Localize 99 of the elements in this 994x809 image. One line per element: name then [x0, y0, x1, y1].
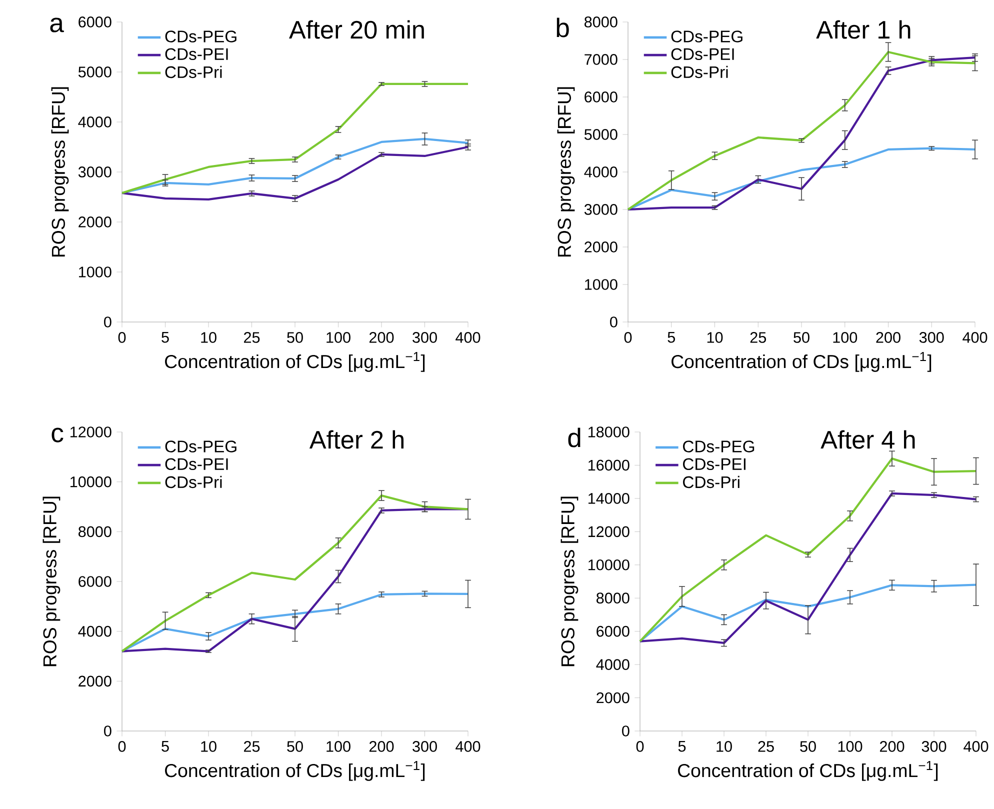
x-tick-label: 200: [880, 741, 904, 752]
x-tick-label: 5: [162, 332, 169, 343]
y-axis-title: ROS progress [RFU]: [557, 87, 575, 257]
y-tick-label: 6000: [596, 626, 630, 637]
x-tick-label: 200: [369, 741, 394, 752]
x-tick-label: 0: [636, 741, 644, 752]
y-tick-label: 8000: [78, 526, 112, 538]
x-tick-label: 25: [244, 741, 260, 752]
x-tick-label: 10: [716, 741, 732, 752]
y-tick-label: 0: [104, 726, 112, 736]
line-series: [120, 146, 470, 201]
x-tick-label: 100: [326, 741, 350, 752]
x-tick-label: 0: [118, 741, 126, 752]
y-tick-label: 0: [104, 316, 112, 328]
x-tick-label: 50: [287, 741, 303, 752]
x-tick-label: 300: [412, 332, 437, 343]
y-tick-label: 4000: [584, 166, 618, 178]
x-axis-title: Concentration of CDs [μg.mL$^{−1}$]: [678, 761, 938, 781]
line-series: [638, 458, 978, 642]
text: c: [52, 428, 64, 442]
chart-title: After 1 h: [816, 20, 910, 39]
x-tick-label: 10: [707, 332, 723, 343]
x-tick-label: 25: [750, 332, 766, 343]
text: a: [50, 18, 64, 32]
y-tick-label: 6000: [78, 16, 112, 28]
text: b: [556, 18, 569, 38]
x-tick-label: 400: [962, 332, 988, 343]
legend-label: CDs-PEG: [671, 30, 742, 42]
y-axis-title: ROS progress [RFU]: [560, 496, 578, 666]
y-tick-label: 2000: [596, 692, 630, 704]
y-tick-label: 1000: [79, 266, 112, 278]
x-axis-title: Concentration of CDs [μg.mL$^{−1}$]: [165, 761, 425, 781]
x-tick-label: 400: [964, 741, 988, 752]
y-tick-label: 5000: [78, 66, 112, 78]
y-tick-label: 10000: [70, 476, 112, 488]
x-tick-label: 200: [369, 332, 394, 343]
legend-label: CDs-PEI: [165, 458, 228, 470]
x-tick-label: 5: [162, 741, 169, 752]
y-tick-label: 1000: [585, 279, 618, 290]
x-tick-label: 50: [800, 741, 816, 752]
x-tick-label: 400: [456, 741, 480, 752]
chart-title: After 20 min: [289, 20, 424, 39]
y-tick-label: 4000: [78, 116, 112, 128]
y-tick-label: 18000: [588, 426, 630, 438]
y-tick-label: 2000: [78, 216, 112, 228]
legend-label: CDs-PEG: [165, 30, 236, 42]
y-tick-label: 2000: [78, 676, 112, 687]
y-tick-label: 6000: [584, 92, 618, 102]
y-tick-label: 16000: [588, 460, 630, 471]
x-axis-title: Concentration of CDs [μg.mL$^{−1}$]: [165, 352, 425, 372]
legend-label: CDs-PEI: [165, 48, 228, 60]
x-tick-label: 10: [201, 741, 216, 752]
y-tick-label: 5000: [584, 129, 618, 140]
x-tick-label: 50: [287, 332, 303, 343]
y-tick-label: 0: [622, 726, 630, 736]
legend-label: CDs-Pri: [165, 66, 222, 78]
legend-label: CDs-Pri: [671, 66, 728, 78]
y-tick-label: 8000: [596, 592, 630, 604]
y-tick-label: 12000: [588, 526, 630, 538]
y-axis-title: ROS progress [RFU]: [42, 496, 60, 666]
x-tick-label: 400: [456, 332, 480, 343]
legend-label: CDs-PEI: [671, 48, 734, 60]
y-tick-label: 4000: [78, 626, 112, 637]
x-tick-label: 300: [412, 741, 437, 752]
legend-label: CDs-PEG: [165, 440, 236, 452]
x-tick-label: 300: [919, 332, 944, 343]
legend-label: CDs-Pri: [683, 476, 740, 488]
y-tick-label: 12000: [70, 426, 112, 438]
x-tick-label: 5: [668, 332, 676, 343]
y-tick-label: 6000: [78, 576, 112, 587]
legend-label: CDs-Pri: [165, 476, 222, 488]
x-tick-label: 10: [201, 332, 216, 343]
x-tick-label: 200: [876, 332, 900, 343]
y-axis-title: ROS progress [RFU]: [51, 87, 69, 257]
legend-label: CDs-PEG: [683, 440, 754, 452]
x-tick-label: 5: [678, 741, 686, 752]
y-tick-label: 3000: [584, 204, 618, 215]
y-tick-label: 3000: [78, 166, 112, 178]
x-tick-label: 100: [838, 741, 862, 752]
line-series: [638, 492, 978, 644]
x-tick-label: 25: [758, 741, 774, 752]
x-tick-label: 300: [922, 741, 946, 752]
y-tick-label: 10000: [588, 559, 630, 570]
x-axis-title: Concentration of CDs [μg.mL$^{−1}$]: [672, 352, 932, 372]
x-tick-label: 100: [326, 332, 350, 343]
y-tick-label: 0: [610, 316, 618, 328]
legend-label: CDs-PEI: [683, 458, 746, 470]
x-tick-label: 0: [118, 332, 126, 343]
x-tick-label: 100: [833, 332, 858, 343]
chart-title: After 4 h: [820, 430, 915, 449]
y-tick-label: 2000: [584, 242, 618, 252]
y-tick-label: 7000: [584, 54, 618, 65]
y-tick-label: 8000: [584, 16, 618, 28]
x-tick-label: 50: [794, 332, 810, 343]
y-tick-label: 14000: [588, 493, 630, 504]
chart-title: After 2 h: [309, 430, 404, 449]
x-tick-label: 25: [244, 332, 260, 343]
text: d: [568, 428, 580, 448]
y-tick-label: 4000: [596, 659, 630, 670]
